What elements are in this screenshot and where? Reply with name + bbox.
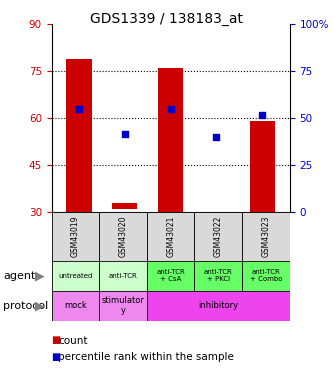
Text: ■: ■ — [52, 352, 61, 362]
Bar — [242, 212, 290, 261]
Bar — [99, 291, 147, 321]
Text: GSM43019: GSM43019 — [71, 216, 80, 257]
Text: ▶: ▶ — [35, 299, 44, 312]
Bar — [158, 68, 183, 212]
Text: inhibitory: inhibitory — [198, 301, 238, 310]
Text: GSM43023: GSM43023 — [261, 216, 270, 257]
Text: percentile rank within the sample: percentile rank within the sample — [58, 352, 234, 362]
Bar — [242, 261, 290, 291]
Text: anti-TCR
+ CsA: anti-TCR + CsA — [156, 269, 185, 282]
Bar — [194, 261, 242, 291]
Text: GSM43022: GSM43022 — [214, 216, 223, 257]
Bar — [194, 212, 242, 261]
Text: ▶: ▶ — [35, 269, 44, 282]
Bar — [52, 291, 99, 321]
Bar — [147, 261, 194, 291]
Text: GSM43021: GSM43021 — [166, 216, 175, 257]
Text: protocol: protocol — [3, 301, 49, 310]
Text: anti-TCR: anti-TCR — [109, 273, 138, 279]
Text: count: count — [58, 336, 88, 345]
Text: GDS1339 / 138183_at: GDS1339 / 138183_at — [90, 12, 243, 26]
Bar — [99, 261, 147, 291]
Text: agent: agent — [3, 271, 36, 280]
Bar — [52, 212, 99, 261]
Bar — [147, 291, 290, 321]
Text: untreated: untreated — [58, 273, 93, 279]
Bar — [112, 202, 138, 209]
Bar — [204, 212, 229, 215]
Bar — [52, 261, 99, 291]
Point — [260, 112, 265, 118]
Bar — [99, 212, 147, 261]
Text: anti-TCR
+ PKCi: anti-TCR + PKCi — [204, 269, 233, 282]
Text: mock: mock — [64, 301, 87, 310]
Point — [214, 134, 219, 140]
Point — [168, 106, 173, 112]
Point — [122, 131, 128, 137]
Text: ■: ■ — [52, 336, 61, 345]
Text: stimulator
y: stimulator y — [102, 296, 145, 315]
Bar — [67, 59, 92, 212]
Point — [77, 106, 82, 112]
Text: GSM43020: GSM43020 — [119, 216, 128, 257]
Bar — [147, 212, 194, 261]
Text: anti-TCR
+ Combo: anti-TCR + Combo — [250, 269, 282, 282]
Bar — [250, 121, 275, 212]
